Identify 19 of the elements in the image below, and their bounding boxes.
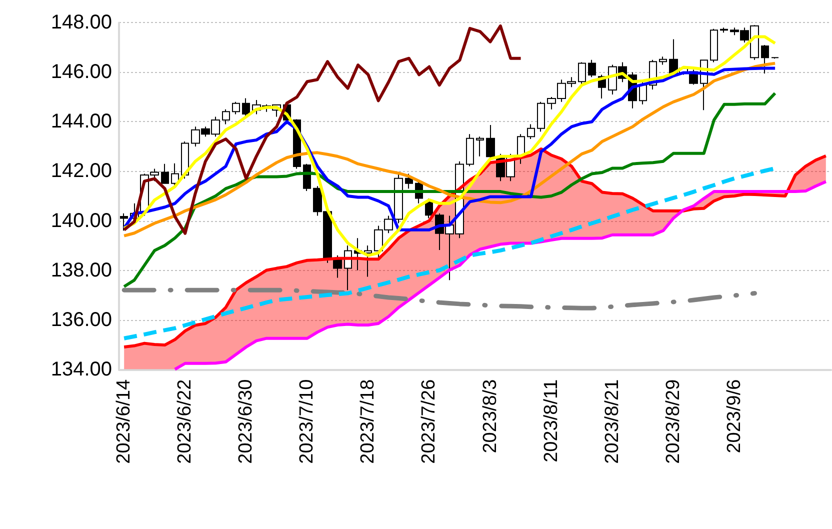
y-tick-label: 144.00	[50, 110, 112, 133]
x-tick-label: 2023/9/6	[724, 379, 745, 454]
x-tick-label: 2023/6/14	[114, 378, 135, 464]
x-tick-label: 2023/7/18	[358, 379, 379, 464]
x-tick-label: 2023/8/3	[480, 379, 501, 454]
x-tick-label: 2023/6/22	[174, 379, 196, 464]
y-tick-label: 140.00	[50, 210, 112, 232]
y-tick-label: 148.00	[50, 12, 112, 34]
y-tick-label: 142.00	[50, 160, 112, 182]
x-tick-label: 2023/7/26	[418, 379, 440, 464]
x-tick-label: 2023/7/10	[296, 379, 318, 464]
y-tick-label: 138.00	[50, 259, 112, 282]
x-tick-label: 2023/8/11	[540, 379, 562, 462]
y-tick-label: 134.00	[50, 358, 112, 380]
y-tick-label: 146.00	[50, 61, 112, 84]
y-tick-label: 136.00	[50, 308, 112, 331]
x-tick-label: 2023/8/29	[662, 379, 684, 464]
x-tick-label: 2023/6/30	[236, 379, 257, 464]
x-tick-label: 2023/8/21	[602, 379, 623, 464]
